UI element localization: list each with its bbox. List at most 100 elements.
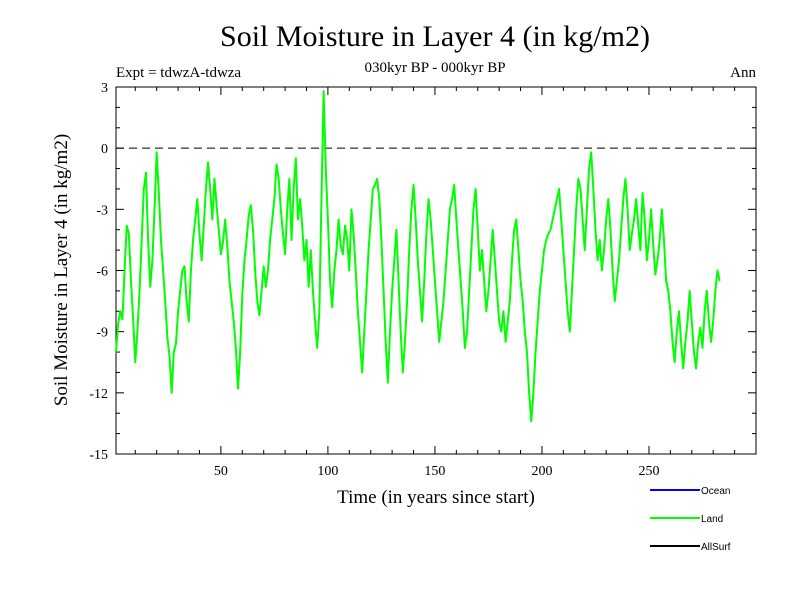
series-point-land [586,208,588,210]
series-point-land [522,300,524,302]
series-point-land [380,239,383,241]
series-point-land [438,341,440,343]
series-point-land [374,184,376,186]
series-point-land [186,300,188,302]
series-point-land [295,157,297,159]
series-point-land [230,300,233,302]
series-point-land [203,225,205,227]
series-point-land [579,188,582,190]
series-point-land [320,198,323,200]
series-point-land [436,310,438,312]
series-point-land [352,233,355,235]
series-point-land [308,286,310,288]
series-point-land [460,280,462,282]
series-point-land [123,269,126,272]
series-point-land [669,310,671,312]
series-point-land [132,318,134,321]
series-point-land [162,269,164,272]
series-point-land [597,259,599,261]
series-point-land [716,269,719,272]
series-point-land [355,269,357,272]
series-point-land [297,218,299,221]
series-point-land [511,259,513,261]
y-tick-label: -9 [96,326,108,341]
series-point-land [303,259,305,261]
series-point-land [599,239,601,241]
series-point-land [594,229,597,231]
experiment-label: Expt = tdwzA-tdwza [116,65,241,81]
chart-title: Soil Moisture in Layer 4 (in kg/m2) [220,20,650,53]
series-point-land [500,331,502,333]
series-point-land [564,280,567,282]
series-point-land [346,239,348,241]
series-point-land [427,198,430,200]
x-tick-label: 200 [531,464,552,479]
series-point-land [517,249,520,251]
series-point-land [265,286,267,288]
series-point-land [389,331,391,333]
series-line-land [115,90,721,423]
series-point-land [387,382,389,384]
series-point-land [532,392,534,394]
series-point-land [682,367,684,369]
series-point-land [367,249,370,251]
series-point-land [637,225,639,227]
series-point-land [299,198,301,200]
series-point-land [397,280,400,282]
series-point-land [338,218,340,221]
series-point-land [695,367,697,369]
series-point-land [457,249,460,251]
series-point-land [173,351,175,353]
series-point-land [421,320,423,323]
series-point-land [629,249,631,251]
series-point-land [663,239,665,241]
series-point-land [278,178,280,180]
series-point-land [678,310,680,312]
series-point-land [164,300,166,302]
series-point-land [325,167,327,170]
series-point-land [138,290,141,292]
series-point-land [151,259,153,261]
series-point-land [228,280,231,282]
series-point-land [171,392,173,394]
series-point-land [624,178,627,180]
series-point-land [590,151,592,153]
series-point-land [376,178,378,180]
series-point-land [567,310,569,312]
series-point-land [348,269,350,272]
series-point-land [205,188,207,190]
series-point-land [119,310,121,312]
series-point-land [314,320,316,323]
series-point-land [273,198,275,200]
series-point-land [239,351,241,353]
series-point-land [340,245,342,247]
series-point-land [667,290,669,292]
series-point-land [267,269,269,272]
series-point-land [449,208,451,210]
series-point-land [419,290,421,292]
series-point-land [218,229,220,231]
series-point-land [121,318,124,321]
series-point-land [290,239,293,241]
series-point-land [605,218,607,221]
series-points [115,90,721,422]
series-point-land [382,290,385,292]
series-point-land [128,233,130,235]
series-point-land [117,322,119,325]
series-point-land [680,341,682,343]
series-point-land [674,361,676,363]
series-point-land [357,310,359,312]
series-point-land [607,198,609,200]
plot-frame [115,86,757,455]
x-tick-label: 100 [317,464,338,479]
series-point-land [226,245,228,247]
series-point-land [175,343,177,345]
series-point-land [329,280,331,282]
series-point-land [440,320,442,323]
series-point-land [472,208,475,210]
series-point-land [498,320,500,323]
series-point-land [479,269,481,272]
series-point-land [577,178,579,180]
series-point-land [558,188,560,190]
series-point-land [545,239,547,241]
